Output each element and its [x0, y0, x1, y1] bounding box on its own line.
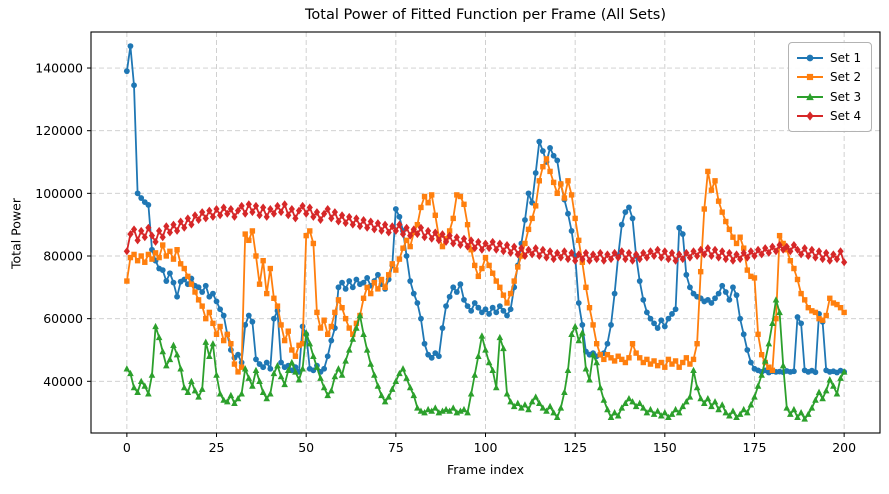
svg-text:140000: 140000	[35, 61, 83, 76]
svg-text:100: 100	[474, 440, 498, 455]
legend-item-set-1: Set 1	[796, 48, 863, 68]
svg-text:100000: 100000	[35, 186, 83, 201]
svg-text:120000: 120000	[35, 123, 83, 138]
axis-ticks: 0 25 50 75 100 125 150 175 200 40000 60000 80000 100…	[35, 61, 856, 455]
y-axis-label: Total Power	[8, 198, 24, 269]
svg-text:0: 0	[123, 440, 131, 455]
set-2-line-marker-icon	[797, 74, 823, 81]
svg-text:125: 125	[563, 440, 587, 455]
legend-item-set-2: Set 2	[796, 68, 863, 88]
x-axis-label: Frame index	[446, 462, 525, 477]
legend: Set 1 Set 2 Set 3 Set 4	[788, 42, 872, 132]
legend-item-set-3: Set 3	[796, 87, 863, 107]
legend-label: Set 2	[830, 70, 862, 85]
svg-text:50: 50	[298, 440, 314, 455]
legend-label: Set 4	[830, 109, 862, 124]
svg-text:175: 175	[743, 440, 767, 455]
chart-title: Total Power of Fitted Function per Frame…	[305, 7, 666, 23]
set-3-line-marker-icon	[797, 92, 823, 100]
svg-text:60000: 60000	[43, 311, 83, 326]
svg-text:25: 25	[209, 440, 225, 455]
legend-label: Set 1	[830, 50, 862, 65]
svg-text:150: 150	[653, 440, 677, 455]
series-set-3	[123, 296, 848, 422]
legend-item-set-4: Set 4	[796, 107, 863, 127]
set-4-line-marker-icon	[797, 111, 823, 121]
series-set-4	[123, 200, 848, 267]
series-set-2	[124, 156, 847, 375]
svg-text:40000: 40000	[43, 374, 83, 389]
legend-label: Set 3	[830, 89, 862, 104]
svg-text:200: 200	[832, 440, 856, 455]
svg-text:75: 75	[388, 440, 404, 455]
set-1-line-marker-icon	[797, 54, 823, 62]
svg-text:80000: 80000	[43, 248, 83, 263]
